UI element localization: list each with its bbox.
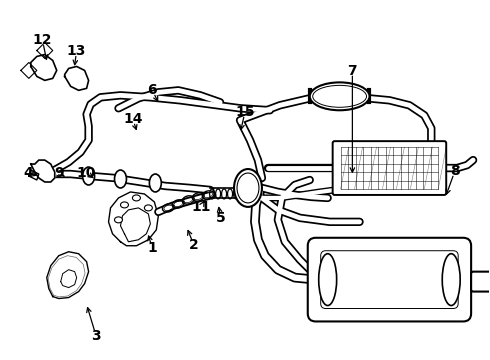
Text: 11: 11 bbox=[191, 200, 211, 214]
Ellipse shape bbox=[132, 195, 141, 201]
Ellipse shape bbox=[234, 169, 262, 207]
Ellipse shape bbox=[149, 174, 161, 192]
Text: 10: 10 bbox=[76, 166, 96, 180]
Text: 6: 6 bbox=[147, 84, 157, 97]
Text: 13: 13 bbox=[67, 44, 86, 58]
Polygon shape bbox=[65, 67, 89, 90]
FancyBboxPatch shape bbox=[308, 238, 471, 321]
Ellipse shape bbox=[145, 205, 152, 211]
FancyBboxPatch shape bbox=[471, 272, 490, 292]
Text: 12: 12 bbox=[33, 33, 52, 47]
Polygon shape bbox=[121, 208, 150, 242]
Ellipse shape bbox=[442, 254, 460, 306]
Ellipse shape bbox=[115, 217, 122, 223]
Polygon shape bbox=[47, 252, 89, 298]
Text: 2: 2 bbox=[189, 238, 198, 252]
Text: 4: 4 bbox=[23, 166, 33, 180]
Polygon shape bbox=[108, 192, 158, 246]
Ellipse shape bbox=[318, 254, 337, 306]
Polygon shape bbox=[31, 54, 57, 80]
Ellipse shape bbox=[83, 167, 95, 185]
Polygon shape bbox=[31, 160, 55, 182]
Polygon shape bbox=[21, 62, 37, 78]
Text: 7: 7 bbox=[347, 64, 357, 78]
Polygon shape bbox=[37, 42, 53, 58]
Ellipse shape bbox=[121, 202, 128, 208]
Text: 3: 3 bbox=[91, 329, 101, 343]
Polygon shape bbox=[29, 170, 39, 180]
Text: 8: 8 bbox=[450, 164, 460, 178]
Ellipse shape bbox=[310, 82, 369, 110]
Text: 14: 14 bbox=[123, 112, 143, 126]
Text: 9: 9 bbox=[55, 166, 64, 180]
Text: 1: 1 bbox=[147, 241, 157, 255]
FancyBboxPatch shape bbox=[333, 141, 446, 195]
Text: 15: 15 bbox=[235, 105, 255, 119]
Polygon shape bbox=[61, 270, 76, 288]
Ellipse shape bbox=[115, 170, 126, 188]
Text: 5: 5 bbox=[216, 211, 225, 225]
